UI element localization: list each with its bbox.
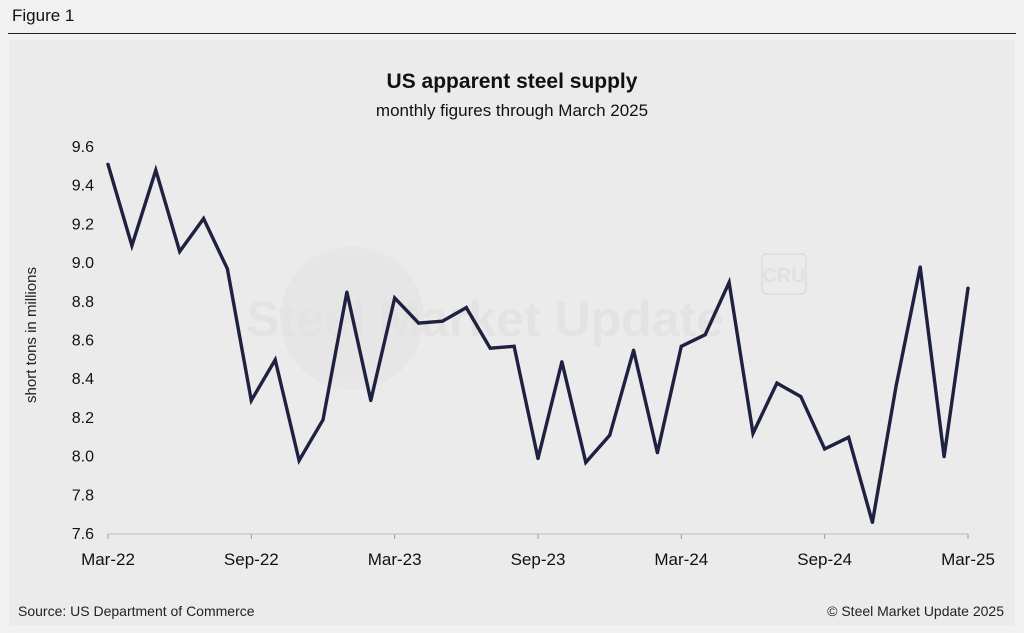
y-tick-label: 8.0	[72, 449, 94, 466]
data-point	[130, 244, 134, 248]
y-tick-label: 7.6	[72, 526, 94, 543]
data-point	[249, 398, 253, 403]
data-point	[942, 455, 946, 459]
x-tick-label: Sep-23	[511, 550, 566, 569]
data-point	[393, 296, 397, 300]
data-point	[918, 265, 922, 269]
source-note: Source: US Department of Commerce	[18, 603, 255, 619]
data-point	[106, 162, 110, 167]
x-tick-label: Sep-22	[224, 550, 279, 569]
data-point	[416, 321, 421, 325]
data-point	[321, 418, 325, 422]
y-tick-label: 9.0	[72, 255, 94, 272]
y-tick-label: 8.2	[72, 410, 94, 427]
data-point	[488, 346, 492, 350]
data-point	[560, 360, 564, 364]
watermark-logo-box	[761, 253, 807, 295]
header-divider	[8, 33, 1016, 34]
copyright-note: © Steel Market Update 2025	[827, 603, 1004, 619]
data-point	[703, 333, 707, 337]
data-point	[966, 286, 970, 290]
y-tick-label: 9.6	[72, 139, 94, 156]
y-axis-label: short tons in millions	[23, 267, 40, 403]
chart-subtitle: monthly figures through March 2025	[376, 101, 648, 120]
watermark-logo-text: CRU	[762, 265, 805, 287]
y-tick-label: 8.4	[72, 371, 94, 388]
data-point	[464, 306, 468, 310]
data-point	[584, 460, 588, 465]
y-tick-label: 9.2	[72, 216, 94, 233]
data-point	[655, 451, 660, 455]
x-tick-label: Mar-23	[368, 550, 422, 569]
data-point	[751, 431, 755, 435]
x-tick-label: Mar-24	[654, 550, 708, 569]
y-tick-label: 7.8	[72, 487, 94, 504]
data-point	[799, 395, 803, 399]
chart-panel	[9, 40, 1015, 625]
data-point	[201, 216, 206, 221]
data-point	[225, 267, 230, 271]
data-point	[154, 168, 158, 172]
data-point	[631, 348, 636, 352]
chart-title: US apparent steel supply	[387, 70, 638, 93]
data-point	[297, 458, 301, 463]
y-tick-label: 8.6	[72, 333, 94, 350]
watermark: Steel Market Update CRU	[246, 246, 807, 390]
data-point	[345, 290, 349, 294]
y-tick-label: 9.4	[72, 178, 94, 195]
data-point	[894, 383, 898, 387]
data-point	[846, 435, 851, 439]
data-point	[178, 249, 182, 254]
y-axis-ticks: 9.6 9.4 9.2 9.0 8.8 8.6 8.4 8.2 8.0 7.8 7.6	[72, 139, 94, 543]
x-tick-label: Mar-25	[941, 550, 995, 569]
data-point	[440, 319, 445, 323]
data-point	[369, 398, 373, 403]
data-point	[679, 344, 683, 348]
data-point	[775, 381, 779, 385]
data-point	[608, 433, 612, 437]
data-point	[870, 520, 875, 524]
x-tick-label: Sep-24	[797, 550, 852, 569]
data-point	[273, 358, 277, 362]
figure-label: Figure 1	[12, 6, 75, 25]
data-point	[727, 280, 731, 285]
data-point	[512, 344, 516, 348]
data-point	[536, 456, 540, 461]
y-tick-label: 8.8	[72, 294, 94, 311]
x-axis-ticks: Mar-22 Sep-22 Mar-23 Sep-23 Mar-24 Sep-24 Mar-…	[81, 534, 995, 569]
data-points	[106, 162, 970, 524]
data-point	[823, 447, 827, 451]
x-tick-label: Mar-22	[81, 550, 135, 569]
